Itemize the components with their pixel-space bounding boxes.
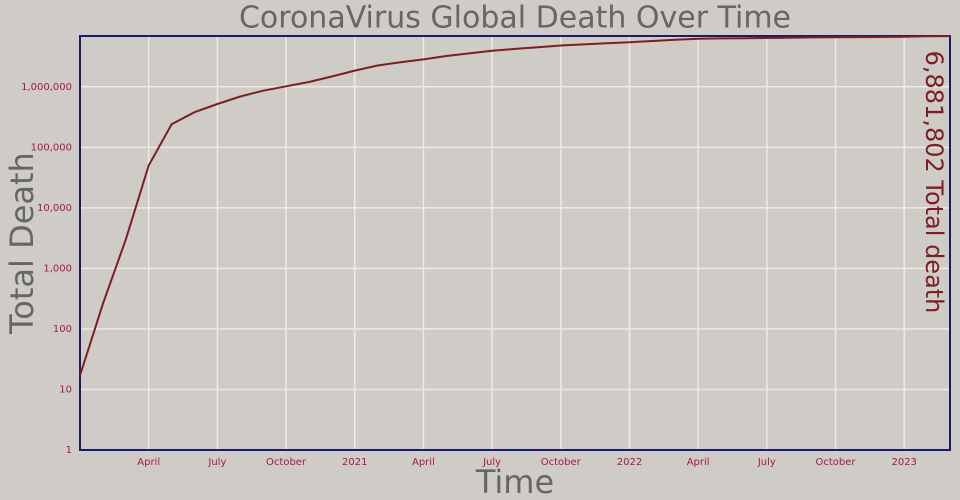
plot-area (80, 36, 950, 450)
x-tick-label: October (266, 457, 307, 468)
annotation: 6,881,802 Total death (920, 51, 948, 314)
x-tick-label: April (687, 457, 710, 468)
x-tick-label: April (137, 457, 160, 468)
x-tick-label: 2023 (891, 457, 916, 468)
y-tick-label: 1,000,000 (21, 82, 72, 93)
x-tick-label: July (207, 457, 226, 468)
y-axis-title: Total Death (3, 152, 41, 335)
y-tick-label: 10,000 (37, 203, 72, 214)
x-tick-label: October (816, 457, 857, 468)
x-axis-title: Time (475, 463, 554, 500)
x-tick-label: October (541, 457, 582, 468)
y-tick-label: 1,000 (43, 263, 72, 274)
x-tick-label: July (482, 457, 501, 468)
x-tick-label: 2021 (342, 457, 367, 468)
plot-border (79, 35, 951, 451)
y-tick-label: 1 (66, 445, 72, 456)
y-tick-label: 100,000 (31, 142, 72, 153)
x-tick-label: 2022 (617, 457, 642, 468)
y-tick-label: 10 (59, 384, 72, 395)
data-line (79, 35, 951, 376)
y-tick-label: 100 (53, 324, 72, 335)
chart-title: CoronaVirus Global Death Over Time (239, 1, 791, 36)
x-tick-label: July (757, 457, 776, 468)
x-tick-label: April (412, 457, 435, 468)
